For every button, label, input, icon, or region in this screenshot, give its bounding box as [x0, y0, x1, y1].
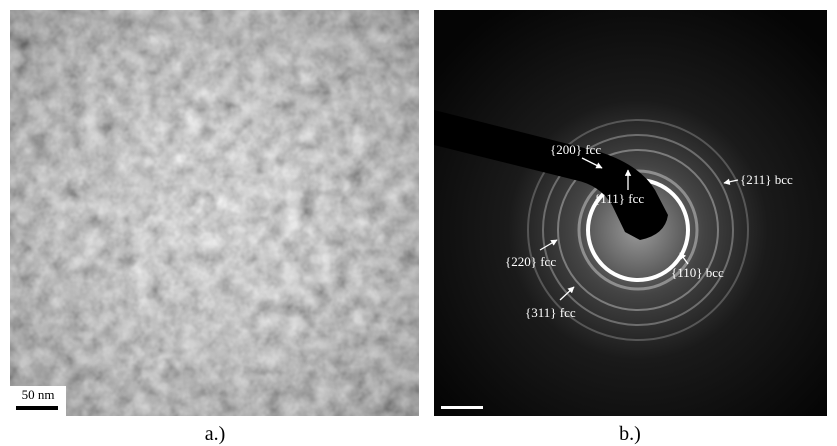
- ring-label: {311} fcc: [525, 305, 576, 320]
- ring-label: {111} fcc: [594, 191, 644, 206]
- ring-label: {211} bcc: [740, 172, 793, 187]
- scale-bar: [441, 406, 483, 409]
- micrograph: 50 nm: [10, 10, 419, 416]
- ring-label: {220} fcc: [505, 254, 556, 269]
- scale-bar-label: 50 nm: [22, 387, 55, 402]
- caption: a.): [205, 423, 226, 445]
- ring-label: {110} bcc: [671, 265, 724, 280]
- scale-bar: [16, 406, 58, 410]
- diffraction-pattern: {200} fcc {111} fcc {211} bcc {220} fcc …: [434, 10, 827, 416]
- figure: 50 nm {200} fcc {111} fcc {211} bcc {220…: [0, 0, 837, 446]
- ring-label: {200} fcc: [550, 142, 601, 157]
- caption: b.): [619, 423, 641, 445]
